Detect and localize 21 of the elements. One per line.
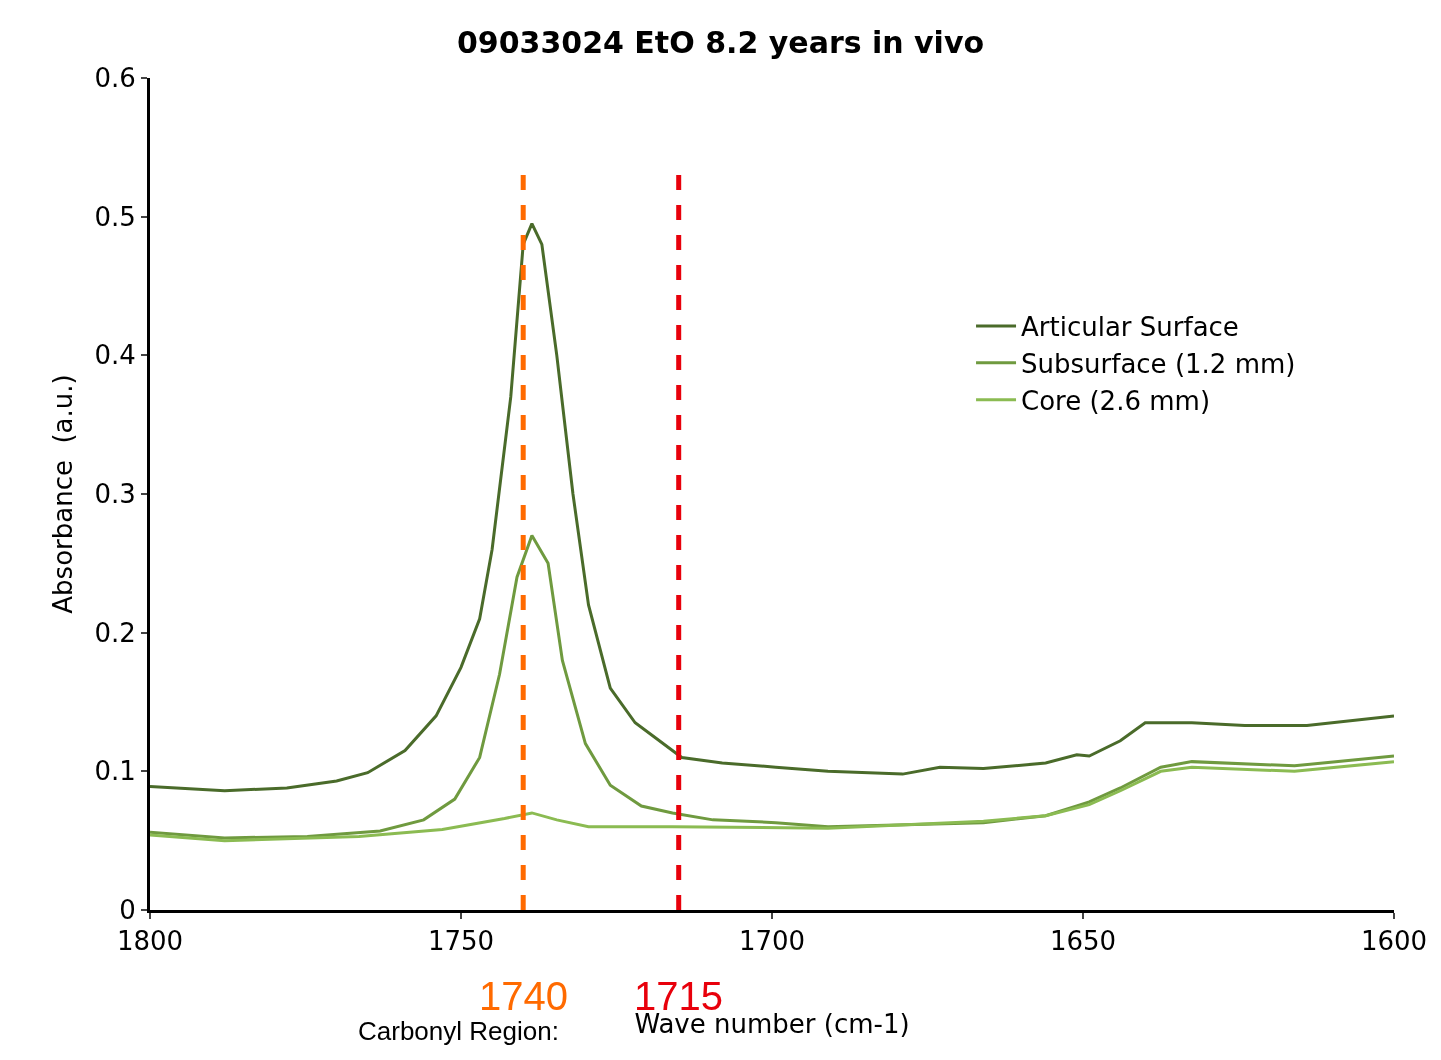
y-tick-label: 0.6: [94, 63, 136, 94]
y-tick-label: 0: [119, 895, 136, 926]
x-tick-label: 1700: [738, 926, 806, 957]
line-series: [150, 222, 1394, 793]
x-tick-label: 1800: [116, 926, 184, 957]
legend-label: Articular Surface: [1021, 312, 1239, 343]
x-tick-label: 1750: [427, 926, 495, 957]
y-tick-label: 0.1: [94, 756, 136, 787]
x-tick-label: 1650: [1049, 926, 1117, 957]
ref-line-label: 1740: [479, 974, 568, 1018]
y-tick-label: 0.3: [94, 479, 136, 510]
y-tick-label: 0.5: [94, 201, 136, 232]
legend-label: Subsurface (1.2 mm): [1021, 348, 1296, 379]
line-series: [150, 760, 1394, 843]
y-tick-label: 0.4: [94, 340, 136, 371]
chart-title: 09033024 EtO 8.2 years in vivo: [456, 24, 985, 60]
x-tick-label: 1600: [1360, 926, 1428, 957]
y-axis-title: Absorbance (a.u.): [47, 374, 78, 614]
legend-label: Core (2.6 mm): [1021, 385, 1211, 416]
text: Carbonyl Region:: [358, 1016, 559, 1046]
y-tick-label: 0.2: [94, 617, 136, 648]
